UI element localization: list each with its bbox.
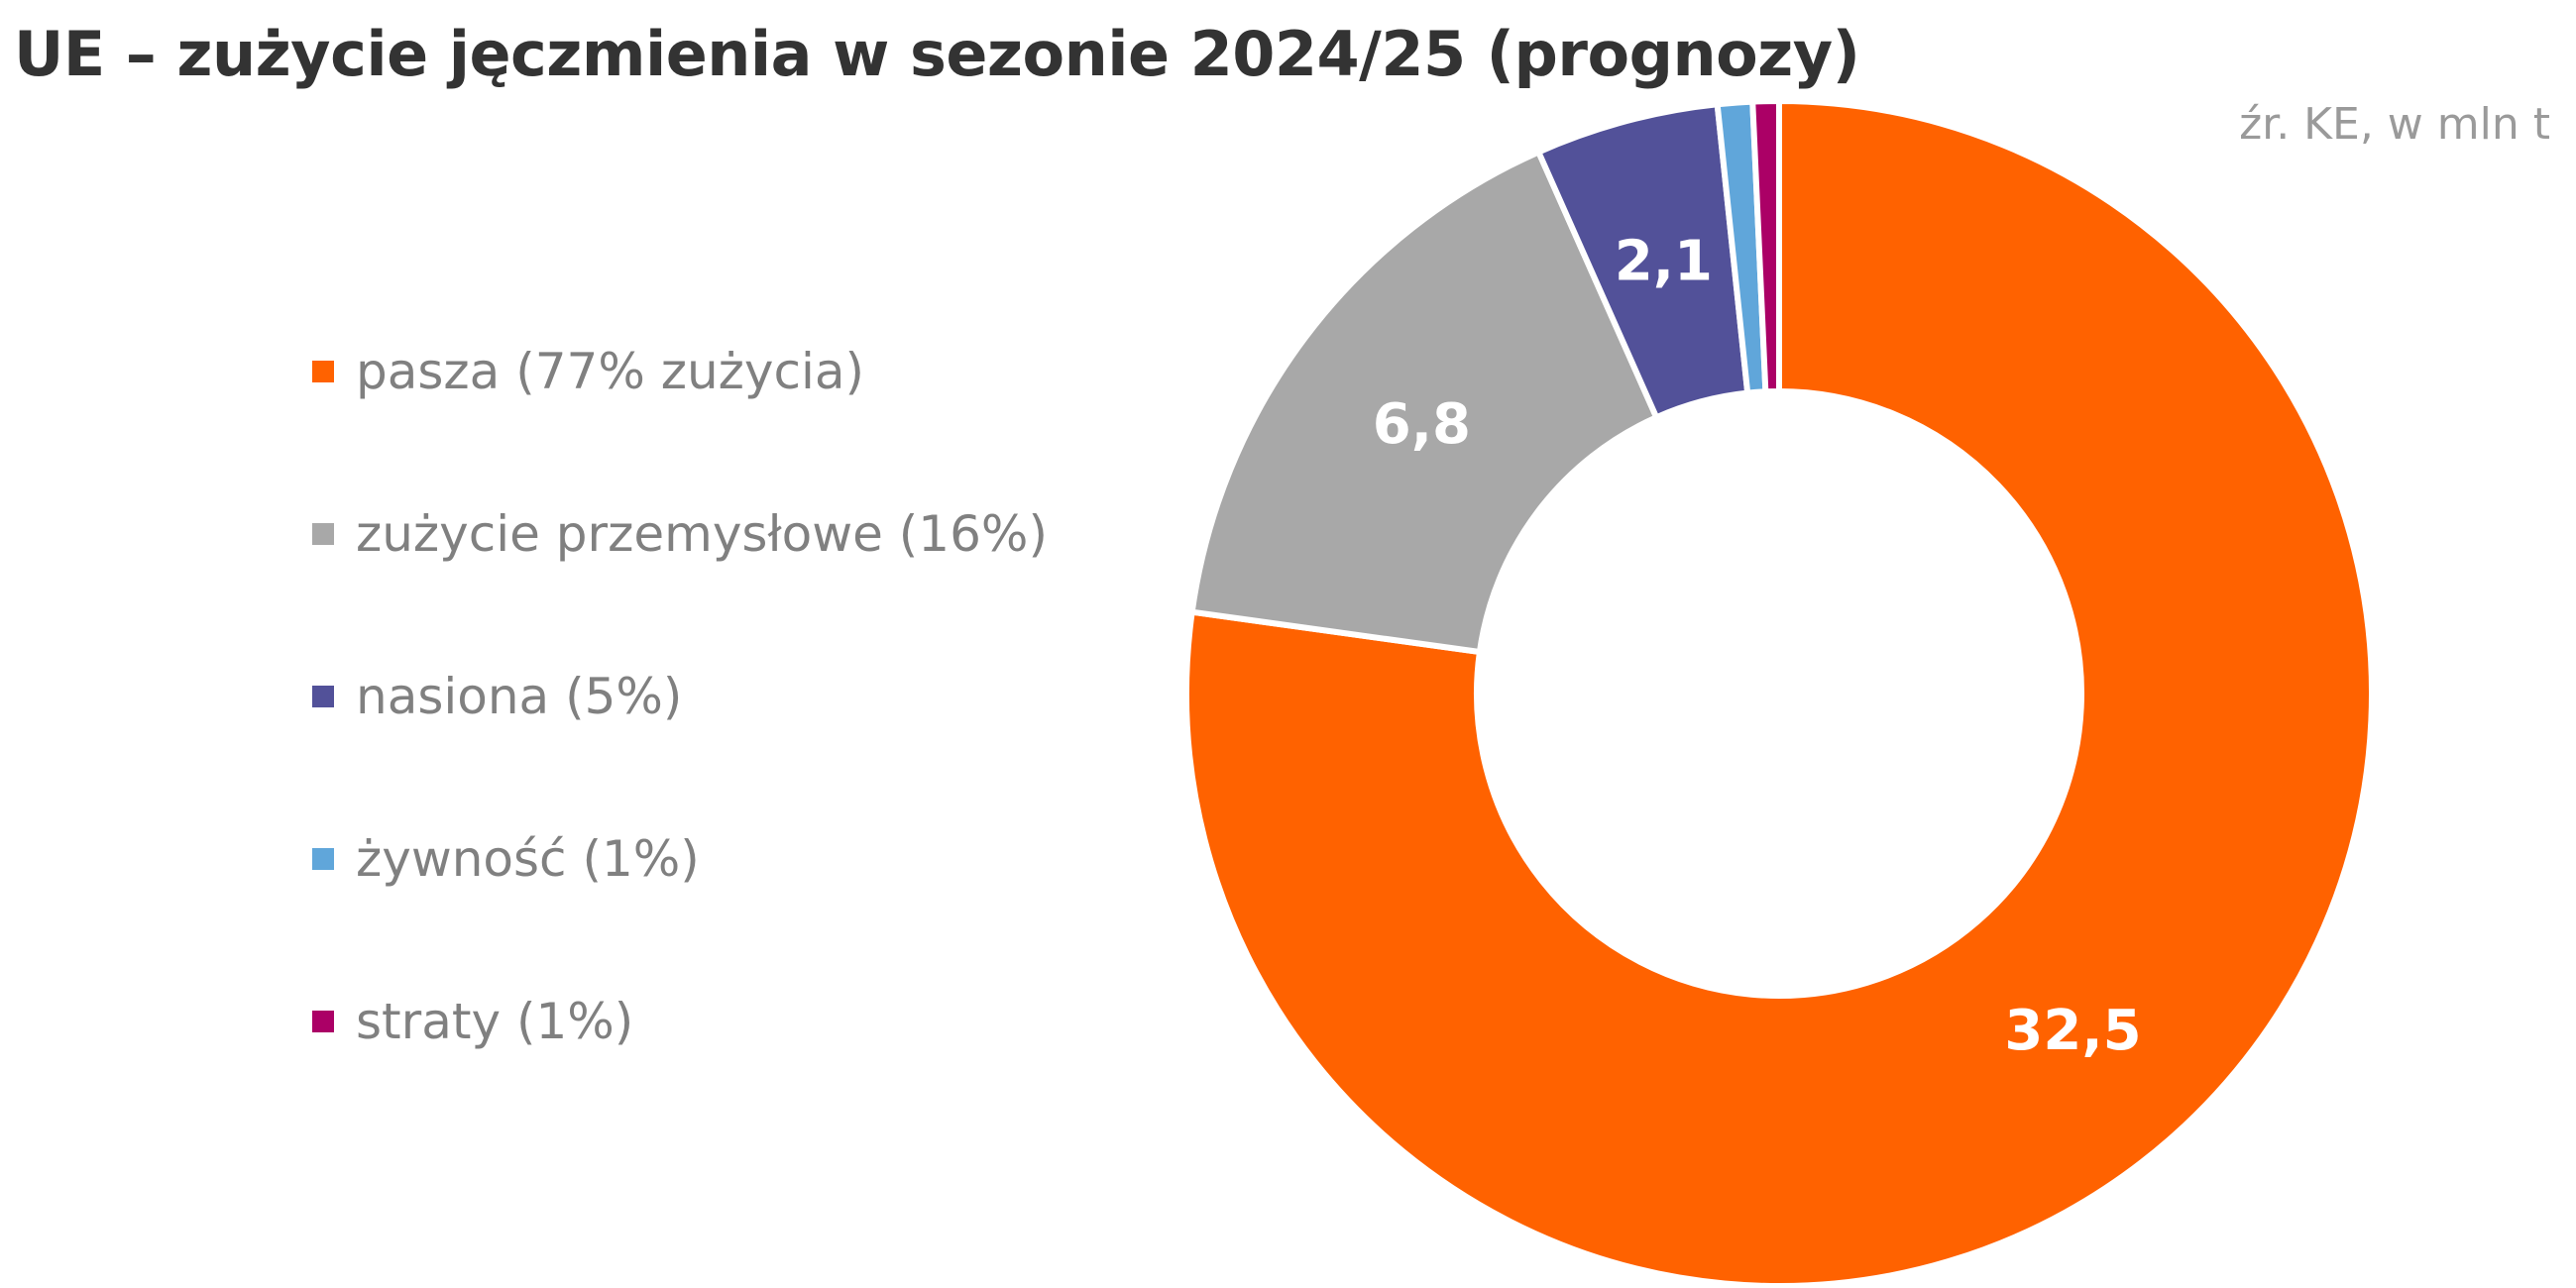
legend-label-zywnosc: żywność (1%) <box>356 830 700 888</box>
slice-straty <box>1749 97 1782 395</box>
chart-title: UE – zużycie jęczmienia w sezonie 2024/2… <box>14 18 1860 90</box>
legend-swatch-pasza <box>312 361 334 382</box>
legend-item-nasiona: nasiona (5%) <box>312 667 1048 726</box>
legend-swatch-zywnosc <box>312 848 334 870</box>
legend-label-pasza: pasza (77% zużycia) <box>356 343 865 400</box>
legend-swatch-nasiona <box>312 686 334 707</box>
legend: pasza (77% zużycia) zużycie przemysłowe … <box>312 342 1048 1154</box>
legend-item-straty: straty (1%) <box>312 992 1048 1051</box>
data-label-nasiona: 2,1 <box>1615 229 1713 293</box>
legend-item-zuzycie-przemyslowe: zużycie przemysłowe (16%) <box>312 504 1048 564</box>
legend-swatch-zuzycie-przemyslowe <box>312 523 334 545</box>
legend-item-pasza: pasza (77% zużycia) <box>312 342 1048 401</box>
data-label-zuzycie-przemyslowe: 6,8 <box>1373 392 1471 457</box>
data-label-pasza: 32,5 <box>2004 999 2141 1063</box>
slice-pasza <box>1183 97 2375 1288</box>
legend-label-zuzycie-przemyslowe: zużycie przemysłowe (16%) <box>356 505 1048 563</box>
slice-zuzycie-przemyslowe <box>1188 148 1661 656</box>
source-note: źr. KE, w mln t <box>2239 99 2550 150</box>
legend-label-nasiona: nasiona (5%) <box>356 668 683 725</box>
legend-label-straty: straty (1%) <box>356 993 634 1050</box>
legend-item-zywnosc: żywność (1%) <box>312 829 1048 889</box>
legend-swatch-straty <box>312 1011 334 1032</box>
